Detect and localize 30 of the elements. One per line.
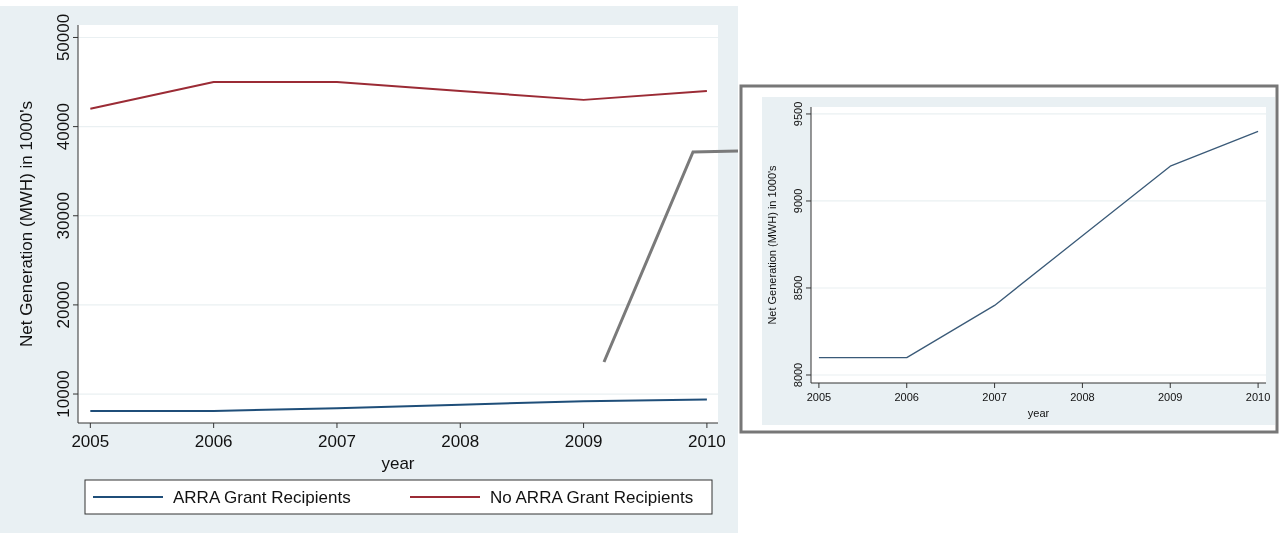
- y-tick-label: 50000: [54, 13, 73, 62]
- line-series: [818, 130, 1259, 359]
- x-axis-title: year: [381, 454, 415, 473]
- y-tick-label: 40000: [54, 102, 73, 151]
- legend-label: No ARRA Grant Recipients: [490, 488, 694, 507]
- x-tick-label: 2008: [441, 432, 480, 451]
- y-tick-label: 30000: [54, 192, 73, 240]
- x-tick-label: 2010: [1245, 391, 1271, 403]
- x-tick-label: 2008: [1070, 391, 1095, 403]
- y-axis-title: Net Generation (MWH) in 1000's: [766, 164, 779, 325]
- y-tick-label: 8500: [792, 275, 804, 301]
- x-axis-title: year: [1027, 407, 1050, 419]
- x-tick-label: 2009: [564, 432, 603, 451]
- y-tick-label: 20000: [54, 281, 73, 329]
- y-tick-label: 10000: [54, 370, 73, 418]
- line-series: [89, 81, 708, 110]
- x-tick-label: 2005: [71, 432, 110, 451]
- x-tick-label: 2009: [1158, 391, 1183, 403]
- x-tick-label: 2010: [687, 432, 726, 451]
- x-tick-label: 2007: [318, 432, 356, 451]
- line-series: [89, 398, 708, 412]
- x-tick-label: 2006: [194, 432, 233, 451]
- y-tick-label: 9500: [792, 101, 804, 127]
- x-tick-label: 2007: [982, 391, 1007, 403]
- y-axis-title: Net Generation (MWH) in 1000's: [16, 100, 36, 348]
- y-tick-label: 9000: [792, 188, 804, 214]
- legend-label: ARRA Grant Recipients: [173, 488, 351, 507]
- y-tick-label: 8000: [792, 362, 804, 388]
- x-tick-label: 2005: [806, 391, 832, 403]
- x-tick-label: 2006: [894, 391, 919, 403]
